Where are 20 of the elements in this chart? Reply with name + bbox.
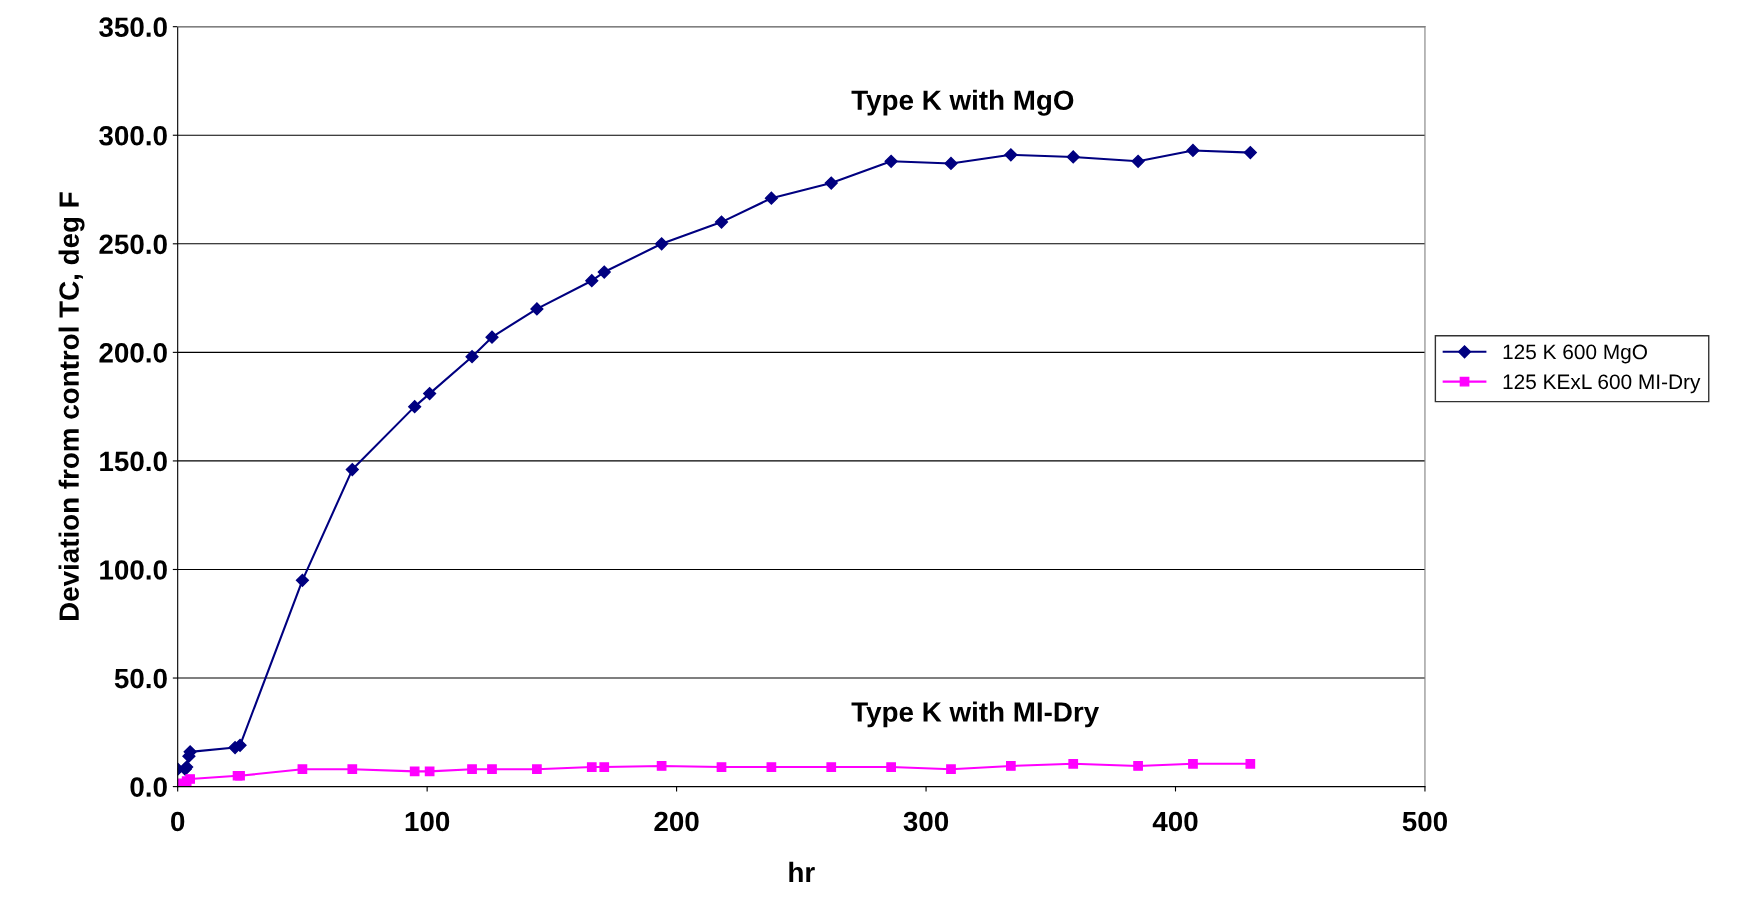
legend-label: 125 K 600 MgO <box>1503 344 1647 364</box>
y-tick-label: 300.0 <box>99 125 167 146</box>
x-tick-label: 0 <box>171 811 185 832</box>
y-tick-label: 150.0 <box>100 451 167 472</box>
y-tick-label: 0.0 <box>130 777 167 797</box>
x-axis-title: hr <box>789 861 815 882</box>
annotation: Type K with MI-Dry <box>851 701 1100 728</box>
y-tick-label: 100.0 <box>100 560 167 580</box>
y-tick-label: 250.0 <box>99 234 167 255</box>
y-tick-label: 350.0 <box>99 17 167 38</box>
annotation: Type K with MgO <box>851 89 1074 116</box>
y-axis-title: Deviation from control TC, deg F <box>58 192 85 621</box>
x-tick-label: 300 <box>903 811 949 832</box>
x-tick-label: 100 <box>405 811 450 832</box>
x-tick-label: 400 <box>1152 811 1198 832</box>
x-tick-label: 200 <box>654 811 699 832</box>
x-tick-label: 500 <box>1402 811 1447 832</box>
y-tick-label: 50.0 <box>114 668 167 689</box>
legend-label: 125 KExL 600 MI-Dry <box>1503 374 1701 394</box>
y-tick-label: 200.0 <box>99 343 167 363</box>
